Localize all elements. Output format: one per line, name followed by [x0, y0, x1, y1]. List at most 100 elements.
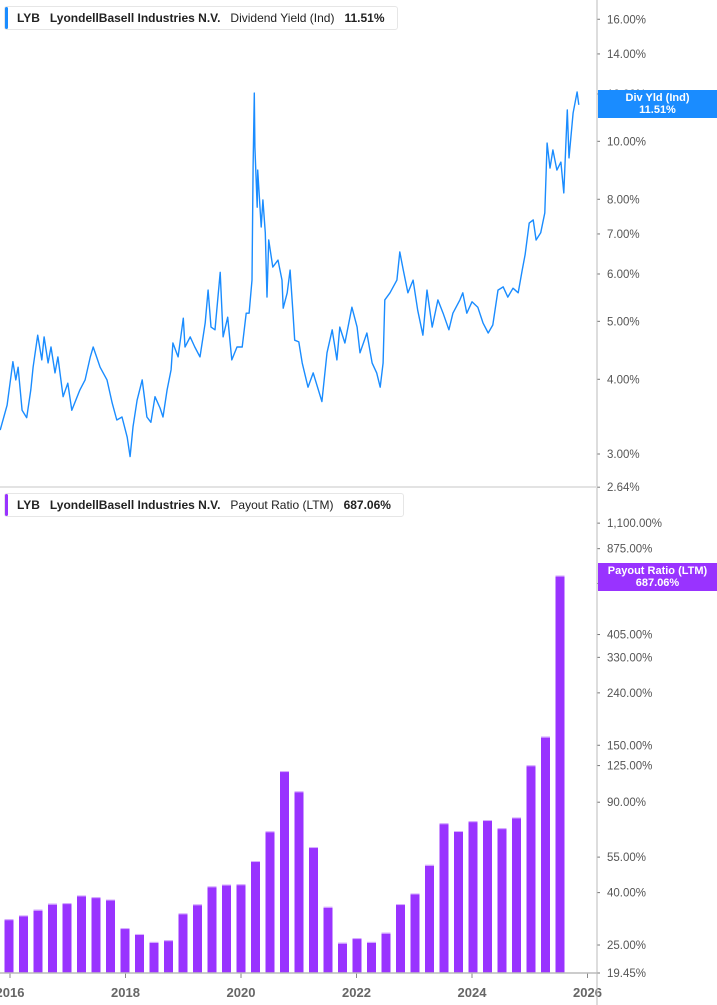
payout-bar-cap — [541, 736, 550, 738]
payout-bar — [483, 820, 492, 973]
y-tick-label: 7.00% — [607, 229, 640, 241]
payout-bar — [280, 771, 289, 973]
payout-bar-cap — [396, 904, 405, 906]
legend-metric: Payout Ratio (LTM) — [230, 498, 334, 512]
tag-label: Div Yld (Ind) — [625, 92, 690, 104]
payout-bar-cap — [62, 903, 72, 905]
y-tick-label: 240.00% — [607, 688, 652, 700]
y-tick-label: 6.00% — [607, 269, 640, 281]
payout-ratio-series — [4, 575, 565, 973]
payout-bar-cap — [164, 940, 173, 942]
payout-bar-cap — [555, 575, 565, 577]
x-tick-label: 2022 — [342, 985, 371, 1000]
payout-bar — [77, 895, 86, 973]
payout-bar-cap — [352, 938, 362, 940]
payout-bar — [62, 903, 72, 973]
y-tick-label: 3.00% — [607, 449, 640, 461]
payout-bar — [265, 831, 275, 973]
payout-bar — [541, 736, 550, 973]
payout-bar-cap — [193, 904, 202, 906]
x-tick-label: 2024 — [458, 985, 488, 1000]
current-payout-tag: Payout Ratio (LTM) 687.06% — [598, 563, 717, 591]
top-y-axis: 2.64% 3.00% 4.00% 5.00% 6.00% 7.00% 8.00% 10.00… — [597, 14, 646, 494]
payout-bar — [193, 904, 202, 973]
payout-bar-cap — [19, 915, 28, 917]
payout-bar — [207, 886, 217, 973]
payout-bar — [222, 884, 231, 973]
dividend-yield-series — [0, 91, 580, 458]
payout-bar — [323, 906, 333, 973]
legend-value: 687.06% — [343, 498, 391, 512]
payout-bar-cap — [135, 933, 144, 935]
payout-bar — [120, 928, 130, 973]
y-tick-label: 2.64% — [607, 482, 640, 494]
bottom-legend: LYB LyondellBasell Industries N.V. Payou… — [4, 493, 404, 517]
legend-company-name: LyondellBasell Industries N.V. — [49, 498, 221, 512]
payout-bar-cap — [222, 884, 231, 886]
payout-bar-cap — [265, 831, 275, 833]
payout-bar-cap — [106, 899, 115, 901]
payout-bar-cap — [33, 909, 43, 911]
payout-bar-cap — [483, 820, 492, 822]
tag-value: 687.06% — [635, 577, 680, 589]
current-yield-tag: Div Yld (Ind) 11.51% — [598, 90, 717, 118]
payout-bar-cap — [77, 895, 86, 897]
payout-bar-cap — [381, 932, 391, 934]
payout-bar-cap — [91, 897, 101, 899]
x-tick-label: 2026 — [573, 985, 602, 1000]
payout-bar — [236, 884, 246, 973]
payout-bar-cap — [468, 821, 478, 823]
payout-bar-cap — [439, 823, 449, 825]
y-tick-label: 55.00% — [607, 852, 646, 864]
payout-bar — [33, 909, 43, 973]
payout-bar — [164, 940, 173, 973]
payout-bar — [48, 903, 57, 973]
payout-bar-cap — [178, 913, 188, 915]
payout-bar — [178, 913, 188, 973]
payout-bar — [396, 904, 405, 973]
payout-bar — [468, 821, 478, 973]
payout-bar — [526, 765, 536, 973]
y-tick-label: 8.00% — [607, 194, 640, 206]
series-color-swatch — [5, 494, 8, 516]
payout-bar — [425, 864, 434, 973]
y-tick-label: 16.00% — [607, 14, 646, 26]
y-tick-label: 1,100.00% — [607, 518, 662, 530]
y-tick-label: 25.00% — [607, 940, 646, 952]
legend-value: 11.51% — [344, 11, 385, 25]
payout-bar-cap — [323, 906, 333, 908]
payout-bar — [338, 942, 347, 973]
payout-bar — [555, 575, 565, 973]
y-tick-label: 405.00% — [607, 630, 652, 642]
payout-bar-cap — [367, 941, 376, 943]
y-tick-label: 40.00% — [607, 888, 646, 900]
payout-bar-cap — [526, 765, 536, 767]
payout-bar-cap — [236, 884, 246, 886]
payout-bar-cap — [280, 771, 289, 773]
legend-ticker: LYB — [17, 498, 40, 512]
x-tick-label: 2016 — [0, 985, 24, 1000]
payout-bar-cap — [207, 886, 217, 888]
y-tick-label: 875.00% — [607, 544, 652, 556]
x-tick-label: 2020 — [227, 985, 256, 1000]
y-tick-label: 4.00% — [607, 374, 640, 386]
tag-value: 11.51% — [639, 104, 676, 116]
payout-bar — [381, 932, 391, 973]
y-tick-label: 150.00% — [607, 740, 652, 752]
payout-bar — [367, 941, 376, 973]
payout-bar — [352, 938, 362, 973]
x-axis: 2016 2018 2020 2022 2024 2026 — [0, 973, 602, 1000]
payout-bar — [512, 817, 521, 973]
payout-bar-cap — [120, 928, 130, 930]
y-tick-label: 330.00% — [607, 652, 652, 664]
payout-bar — [497, 828, 507, 973]
y-tick-label: 5.00% — [607, 316, 640, 328]
payout-bar-cap — [512, 817, 521, 819]
bottom-y-axis: 19.45% 25.00% 40.00% 55.00% 90.00% 125.00% 150… — [597, 518, 662, 980]
payout-bar-cap — [309, 847, 318, 849]
x-tick-label: 2018 — [111, 985, 140, 1000]
payout-bar-cap — [497, 828, 507, 830]
payout-bar — [309, 847, 318, 973]
dividend-yield-line — [0, 91, 580, 458]
top-legend: LYB LyondellBasell Industries N.V. Divid… — [4, 6, 398, 30]
